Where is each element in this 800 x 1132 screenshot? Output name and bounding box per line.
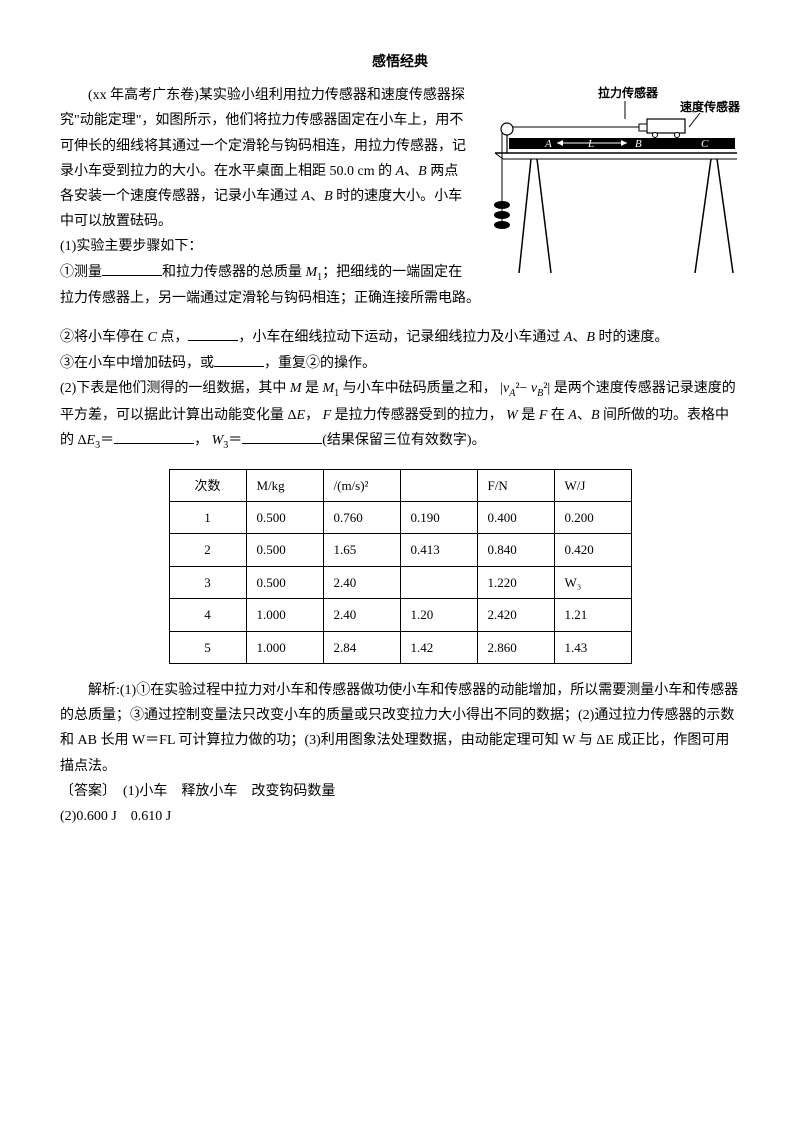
p2-11: ＝ <box>100 433 114 448</box>
step1-a: ①测量 <box>60 265 102 280</box>
th-5: W/J <box>554 469 631 501</box>
table-cell: 0.200 <box>554 502 631 534</box>
table-cell: 2.40 <box>323 566 400 598</box>
table-row: 10.5000.7600.1900.4000.200 <box>169 502 631 534</box>
p2-8: 在 <box>551 408 565 423</box>
table-cell: 0.500 <box>246 534 323 566</box>
table-cell: 2.84 <box>323 631 400 663</box>
table-cell: 4 <box>169 599 246 631</box>
table-cell: W₃ <box>554 566 631 598</box>
p2-14: (结果保留三位有效数字)。 <box>322 433 485 448</box>
table-cell: 1.000 <box>246 599 323 631</box>
table-cell: 1.20 <box>400 599 477 631</box>
table-cell: 0.190 <box>400 502 477 534</box>
table-cell: 1 <box>169 502 246 534</box>
table-cell: 2.420 <box>477 599 554 631</box>
step3-a: ③在小车中增加砝码，或 <box>60 356 214 371</box>
table-cell: 2 <box>169 534 246 566</box>
table-row: 41.0002.401.202.4201.21 <box>169 599 631 631</box>
fig-label-force: 拉力传感器 <box>598 85 659 100</box>
table-cell: 5 <box>169 631 246 663</box>
table-cell: 0.420 <box>554 534 631 566</box>
svg-text:A: A <box>544 138 552 150</box>
step2-d: 时的速度。 <box>598 330 668 345</box>
table-cell: 1.000 <box>246 631 323 663</box>
table-header-row: 次数 M/kg /(m/s)² F/N W/J <box>169 469 631 501</box>
explain-label: 解析: <box>88 683 120 698</box>
p2-5: ， <box>305 408 319 423</box>
p2-1: (2)下表是他们测得的一组数据，其中 <box>60 381 286 396</box>
table-cell: 1.21 <box>554 599 631 631</box>
step2-b: 点， <box>160 330 188 345</box>
p2-12: ， <box>194 433 208 448</box>
blank-2 <box>188 326 238 341</box>
p2-3: 与小车中砝码质量之和， <box>343 381 497 396</box>
data-table: 次数 M/kg /(m/s)² F/N W/J 10.5000.7600.190… <box>169 469 632 664</box>
th-3 <box>400 469 477 501</box>
th-4: F/N <box>477 469 554 501</box>
step1-b: 和拉力传感器的总质量 <box>162 265 302 280</box>
step2-a: ②将小车停在 <box>60 330 144 345</box>
source-tag: (xx 年高考广东卷) <box>88 88 199 103</box>
blank-1 <box>102 261 162 276</box>
blank-4 <box>114 429 194 444</box>
content-area: 拉力传感器 速度传感器 A B C L <box>60 83 740 829</box>
table-cell: 1.43 <box>554 631 631 663</box>
step-3: ③在小车中增加砝码，或 ，重复②的操作。 <box>60 351 740 376</box>
step-2: ②将小车停在 C 点，，小车在细线拉动下运动，记录细线拉力及小车通过 A、B 时… <box>60 325 740 350</box>
step2-c: ，小车在细线拉动下运动，记录细线拉力及小车通过 <box>238 330 560 345</box>
table-cell: 0.400 <box>477 502 554 534</box>
th-0: 次数 <box>169 469 246 501</box>
step3-b: ，重复②的操作。 <box>264 356 376 371</box>
table-cell: 0.500 <box>246 502 323 534</box>
th-1: M/kg <box>246 469 323 501</box>
table-row: 20.5001.650.4130.8400.420 <box>169 534 631 566</box>
answer-line-2: (2)0.600 J 0.610 J <box>60 804 740 829</box>
p2-6: 是拉力传感器受到的拉力， <box>335 408 503 423</box>
answer-line-1: 〔答案〕 (1)小车 释放小车 改变钩码数量 <box>60 779 740 804</box>
svg-text:L: L <box>587 138 594 150</box>
explanation: 解析:(1)①在实验过程中拉力对小车和传感器做功使小车和传感器的动能增加，所以需… <box>60 678 740 779</box>
table-cell: 1.42 <box>400 631 477 663</box>
blank-5 <box>242 429 322 444</box>
p2-9: 、 <box>577 408 591 423</box>
p2-2: 是 <box>305 381 319 396</box>
table-cell: 2.860 <box>477 631 554 663</box>
table-cell: 0.760 <box>323 502 400 534</box>
answer-1: (1)小车 释放小车 改变钩码数量 <box>123 784 335 799</box>
svg-text:B: B <box>635 138 642 150</box>
table-cell: 0.500 <box>246 566 323 598</box>
p2-7: 是 <box>521 408 535 423</box>
table-cell: 1.220 <box>477 566 554 598</box>
table-cell: 0.840 <box>477 534 554 566</box>
experiment-figure: 拉力传感器 速度传感器 A B C L <box>475 83 740 273</box>
explain-text: (1)①在实验过程中拉力对小车和传感器做功使小车和传感器的动能增加，所以需要测量… <box>60 683 738 774</box>
part2-text: (2)下表是他们测得的一组数据，其中 M 是 M1 与小车中砝码质量之和， |v… <box>60 376 740 455</box>
table-cell: 1.65 <box>323 534 400 566</box>
table-cell <box>400 566 477 598</box>
table-row: 51.0002.841.422.8601.43 <box>169 631 631 663</box>
th-2: /(m/s)² <box>323 469 400 501</box>
table-row: 30.5002.40 1.220W₃ <box>169 566 631 598</box>
svg-text:C: C <box>701 138 709 150</box>
table-cell: 2.40 <box>323 599 400 631</box>
page-title: 感悟经典 <box>60 50 740 75</box>
p2-13: ＝ <box>228 433 242 448</box>
answer-label: 〔答案〕 <box>60 784 109 799</box>
blank-3 <box>214 352 264 367</box>
table-cell: 3 <box>169 566 246 598</box>
fig-label-speed: 速度传感器 <box>680 99 740 114</box>
table-cell: 0.413 <box>400 534 477 566</box>
